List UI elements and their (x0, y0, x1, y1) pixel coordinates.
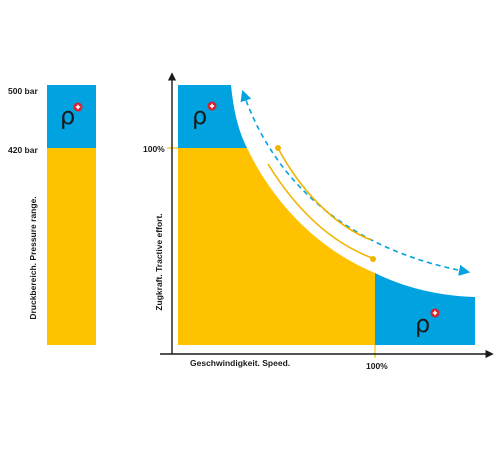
tick-label-500-bar: 500 bar (8, 86, 38, 96)
right-p-symbol: ρ (415, 308, 440, 338)
pressure-bar-yellow-segment (47, 148, 96, 345)
top-p-symbol: ρ (192, 101, 217, 130)
y-tick-label: 100% (143, 144, 165, 154)
region-boost-top (178, 85, 247, 148)
solid-arrow-start-dot (275, 145, 281, 151)
svg-text:ρ: ρ (60, 102, 75, 130)
solid-arrow (277, 147, 372, 241)
region-boost-right (375, 273, 475, 345)
x-tick-label: 100% (366, 361, 388, 371)
pressure-bar-ylabel: Druckbereich. Pressure range. (28, 196, 38, 319)
pressure-bar-p-symbol: ρ (60, 102, 83, 130)
tractive-chart: ρ ρ 100% 100% Geschwindigkeit. Speed. Zu… (143, 72, 494, 371)
tick-label-420-bar: 420 bar (8, 145, 38, 155)
pressure-bar-blue-segment (47, 85, 96, 148)
svg-text:ρ: ρ (415, 310, 430, 338)
solid-arrow-end-dot (370, 256, 376, 262)
solid-arrow-lower (267, 163, 373, 259)
x-axis-label: Geschwindigkeit. Speed. (190, 358, 290, 368)
svg-text:ρ: ρ (192, 102, 207, 130)
pressure-bar: ρ 500 bar 420 bar Druckbereich. Pressure… (8, 85, 96, 345)
dashed-arrow (240, 89, 471, 276)
y-axis-label: Zugkraft. Tractive effort. (154, 213, 164, 310)
